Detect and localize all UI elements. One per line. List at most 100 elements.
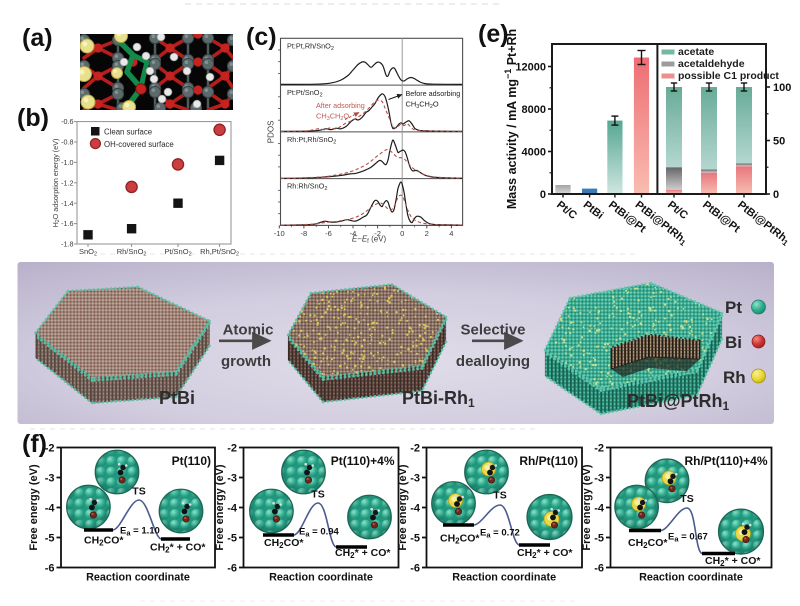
svg-text:TS: TS <box>680 493 693 505</box>
svg-text:PtBi@PtRh1: PtBi@PtRh1 <box>735 199 793 248</box>
svg-text:-0.8: -0.8 <box>61 138 73 147</box>
svg-text:-1.2: -1.2 <box>61 178 73 187</box>
svg-text:Pt:Pt/SnO2: Pt:Pt/SnO2 <box>287 88 323 98</box>
svg-text:Before adsorbing: Before adsorbing <box>406 89 461 98</box>
svg-text:-2: -2 <box>594 443 604 455</box>
svg-text:Rh: Rh <box>723 368 746 387</box>
svg-text:Reaction coordinate: Reaction coordinate <box>269 572 373 584</box>
svg-text:SnO2: SnO2 <box>79 247 97 258</box>
svg-text:PtBi-Rh1: PtBi-Rh1 <box>402 388 475 410</box>
svg-text:-2: -2 <box>410 443 420 455</box>
svg-text:0: 0 <box>540 189 546 201</box>
svg-text:(e): (e) <box>478 20 509 48</box>
svg-text:E−Ef (eV): E−Ef (eV) <box>352 235 387 246</box>
svg-text:Pt(110)+4%: Pt(110)+4% <box>331 454 395 468</box>
svg-text:100: 100 <box>773 82 791 94</box>
svg-text:-10: -10 <box>274 229 285 238</box>
svg-text:0: 0 <box>773 189 779 201</box>
svg-text:-0.6: -0.6 <box>61 117 73 126</box>
svg-text:Pt: Pt <box>725 298 742 317</box>
svg-text:8000: 8000 <box>522 104 546 116</box>
svg-text:-3: -3 <box>594 473 604 485</box>
svg-text:Mass activity / mA mg−1 Pt+Rh: Mass activity / mA mg−1 Pt+Rh <box>503 29 519 209</box>
svg-text:Rh:Rh/SnO2: Rh:Rh/SnO2 <box>287 182 327 192</box>
svg-text:CH2CO*: CH2CO* <box>84 535 124 548</box>
svg-text:-6: -6 <box>410 563 420 575</box>
svg-text:Free energy (eV): Free energy (eV) <box>28 464 40 551</box>
svg-text:-3: -3 <box>45 473 55 485</box>
svg-text:-4: -4 <box>45 503 56 515</box>
svg-text:After adsorbing: After adsorbing <box>316 101 365 110</box>
svg-text:-2: -2 <box>374 229 381 238</box>
svg-text:Rh:Pt,Rh/SnO2: Rh:Pt,Rh/SnO2 <box>287 135 336 145</box>
svg-text:Clean surface: Clean surface <box>104 128 152 137</box>
svg-text:Ea = 0.67: Ea = 0.67 <box>668 532 708 544</box>
svg-text:PtBi@PtRh1: PtBi@PtRh1 <box>627 391 730 413</box>
svg-text:Pt(110): Pt(110) <box>172 454 211 468</box>
svg-text:-5: -5 <box>410 533 420 545</box>
svg-text:Atomic: Atomic <box>223 322 274 339</box>
svg-text:4: 4 <box>449 229 453 238</box>
svg-text:CH2CO*: CH2CO* <box>628 537 668 550</box>
svg-text:(b): (b) <box>17 104 49 132</box>
svg-text:-3: -3 <box>227 473 237 485</box>
svg-text:growth: growth <box>221 353 271 370</box>
svg-text:-6: -6 <box>227 563 237 575</box>
svg-text:OH-covered surface: OH-covered surface <box>104 140 174 149</box>
svg-text:TS: TS <box>493 490 506 502</box>
svg-text:Ea = 0.72: Ea = 0.72 <box>480 528 520 540</box>
svg-text:-1.4: -1.4 <box>61 199 73 208</box>
svg-text:-4: -4 <box>594 503 605 515</box>
svg-text:Pt/SnO2: Pt/SnO2 <box>164 247 191 258</box>
svg-text:-2: -2 <box>45 443 55 455</box>
svg-text:-5: -5 <box>227 533 237 545</box>
svg-text:Free energy (eV): Free energy (eV) <box>581 464 593 551</box>
svg-text:Pt:Pt,Rh/SnO2: Pt:Pt,Rh/SnO2 <box>287 42 334 52</box>
svg-text:PtBi@Pt: PtBi@Pt <box>700 199 742 236</box>
svg-text:PtBi: PtBi <box>581 199 606 222</box>
svg-text:CH2* + CO*: CH2* + CO* <box>335 547 391 560</box>
svg-text:-4: -4 <box>227 503 238 515</box>
svg-text:0: 0 <box>400 229 404 238</box>
svg-text:2: 2 <box>425 229 429 238</box>
svg-text:H2O adsorption energy (eV): H2O adsorption energy (eV) <box>51 139 61 228</box>
svg-text:Rh/Pt(110): Rh/Pt(110) <box>519 454 578 468</box>
svg-text:Ea = 1.10: Ea = 1.10 <box>120 526 160 538</box>
svg-text:-6: -6 <box>325 229 332 238</box>
svg-text:CH2* + CO*: CH2* + CO* <box>517 547 573 560</box>
svg-text:-1.6: -1.6 <box>61 219 73 228</box>
svg-text:TS: TS <box>311 489 324 501</box>
svg-text:Reaction coordinate: Reaction coordinate <box>86 572 190 584</box>
svg-text:-1.8: -1.8 <box>61 240 73 249</box>
svg-text:CH3CH2O: CH3CH2O <box>406 100 439 110</box>
svg-text:(f): (f) <box>22 430 47 458</box>
svg-text:PDOS: PDOS <box>267 121 276 144</box>
svg-text:acetate: acetate <box>678 46 714 58</box>
svg-text:dealloying: dealloying <box>456 353 530 370</box>
svg-text:(a): (a) <box>22 24 53 52</box>
svg-text:Reaction coordinate: Reaction coordinate <box>639 572 743 584</box>
svg-text:-5: -5 <box>594 533 604 545</box>
svg-text:-8: -8 <box>301 229 308 238</box>
svg-text:-5: -5 <box>45 533 55 545</box>
svg-text:CH2* + CO*: CH2* + CO* <box>705 555 761 568</box>
svg-text:4000: 4000 <box>522 146 546 158</box>
svg-text:TS: TS <box>132 486 145 498</box>
svg-text:Selective: Selective <box>460 322 525 339</box>
svg-text:CH2CO*: CH2CO* <box>440 533 480 546</box>
svg-text:-4: -4 <box>350 229 357 238</box>
svg-text:CH2* + CO*: CH2* + CO* <box>150 542 206 555</box>
svg-text:-2: -2 <box>227 443 237 455</box>
svg-text:-3: -3 <box>410 473 420 485</box>
svg-text:12000: 12000 <box>515 61 546 73</box>
svg-text:50: 50 <box>773 135 785 147</box>
svg-text:Rh/Pt(110)+4%: Rh/Pt(110)+4% <box>684 454 767 468</box>
svg-text:CH2CO*: CH2CO* <box>264 537 304 550</box>
svg-text:acetaldehyde: acetaldehyde <box>678 58 745 70</box>
svg-text:Pt/C: Pt/C <box>665 199 690 222</box>
svg-text:Rh/SnO2: Rh/SnO2 <box>117 247 147 258</box>
svg-text:-4: -4 <box>410 503 421 515</box>
svg-text:Free energy (eV): Free energy (eV) <box>397 464 409 551</box>
svg-text:Rh,Pt/SnO2: Rh,Pt/SnO2 <box>200 247 239 258</box>
svg-text:-1.0: -1.0 <box>61 158 73 167</box>
